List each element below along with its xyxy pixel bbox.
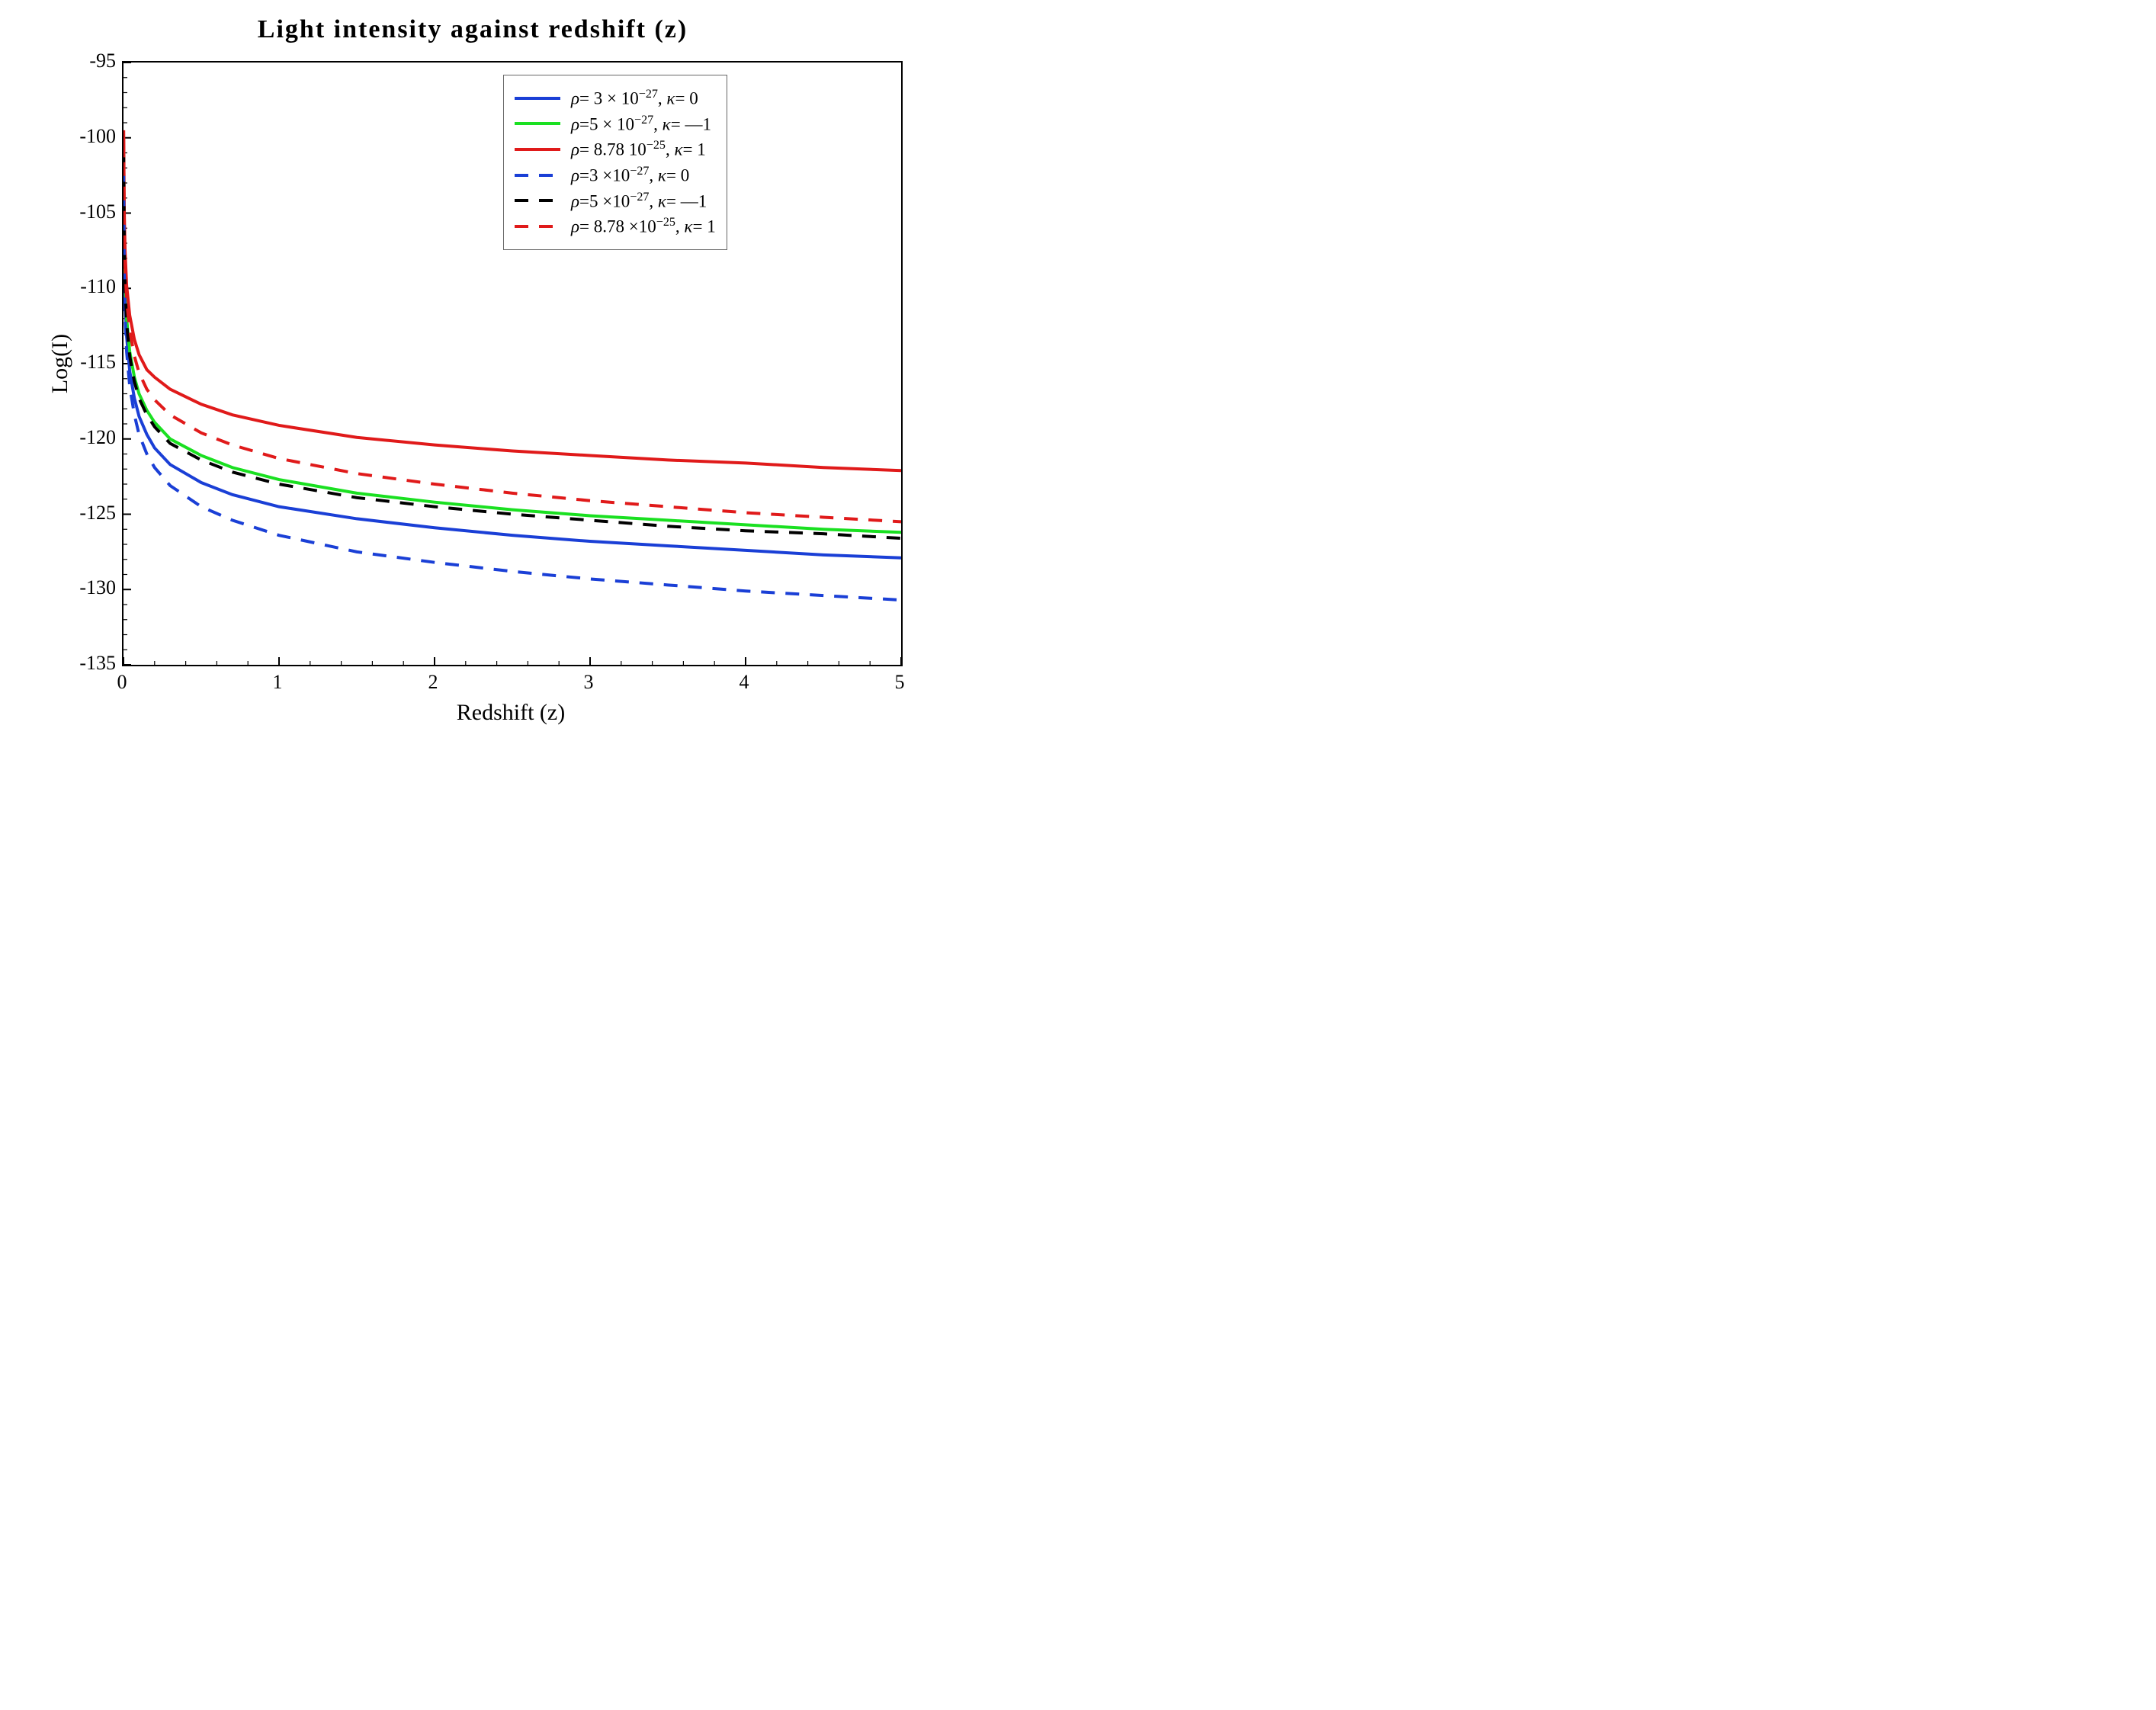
y-tick-label: -130 xyxy=(63,576,116,599)
y-tick-label: -120 xyxy=(63,426,116,449)
x-axis-label: Redshift (z) xyxy=(122,700,900,726)
legend-item-s6: ρ= 8.78 ×10−25, κ= 1 xyxy=(515,216,716,237)
legend-swatch xyxy=(515,193,560,208)
legend: ρ= 3 × 10−27, κ= 0 ρ=5 × 10−27, κ= —1 ρ= 8… xyxy=(503,75,727,250)
legend-swatch xyxy=(515,219,560,234)
legend-label: ρ=3 ×10−27, κ= 0 xyxy=(571,165,689,186)
legend-item-s4: ρ=3 ×10−27, κ= 0 xyxy=(515,165,716,186)
legend-item-s5: ρ=5 ×10−27, κ= —1 xyxy=(515,191,716,212)
x-tick-label: 0 xyxy=(107,671,137,694)
legend-label: ρ= 8.78 10−25, κ= 1 xyxy=(571,139,706,160)
x-tick-label: 4 xyxy=(729,671,759,694)
y-tick-label: -125 xyxy=(63,502,116,525)
legend-item-s1: ρ= 3 × 10−27, κ= 0 xyxy=(515,88,716,109)
y-tick-label: -95 xyxy=(63,50,116,72)
legend-label: ρ= 3 × 10−27, κ= 0 xyxy=(571,88,698,109)
legend-label: ρ= 8.78 ×10−25, κ= 1 xyxy=(571,216,716,237)
x-tick-label: 1 xyxy=(262,671,293,694)
chart-container: Light intensity against redshift (z) Log… xyxy=(15,15,930,740)
legend-item-s2: ρ=5 × 10−27, κ= —1 xyxy=(515,114,716,135)
y-tick-label: -110 xyxy=(63,275,116,298)
legend-swatch xyxy=(515,91,560,106)
chart-title: Light intensity against redshift (z) xyxy=(15,15,930,44)
y-tick-label: -105 xyxy=(63,201,116,223)
x-tick-label: 3 xyxy=(573,671,604,694)
y-tick-label: -100 xyxy=(63,125,116,148)
x-tick-label: 2 xyxy=(418,671,448,694)
legend-item-s3: ρ= 8.78 10−25, κ= 1 xyxy=(515,139,716,160)
legend-label: ρ=5 ×10−27, κ= —1 xyxy=(571,191,707,212)
legend-swatch xyxy=(515,168,560,183)
x-tick-label: 5 xyxy=(884,671,915,694)
y-tick-label: -115 xyxy=(63,351,116,374)
legend-label: ρ=5 × 10−27, κ= —1 xyxy=(571,114,711,135)
legend-swatch xyxy=(515,142,560,157)
legend-swatch xyxy=(515,116,560,131)
